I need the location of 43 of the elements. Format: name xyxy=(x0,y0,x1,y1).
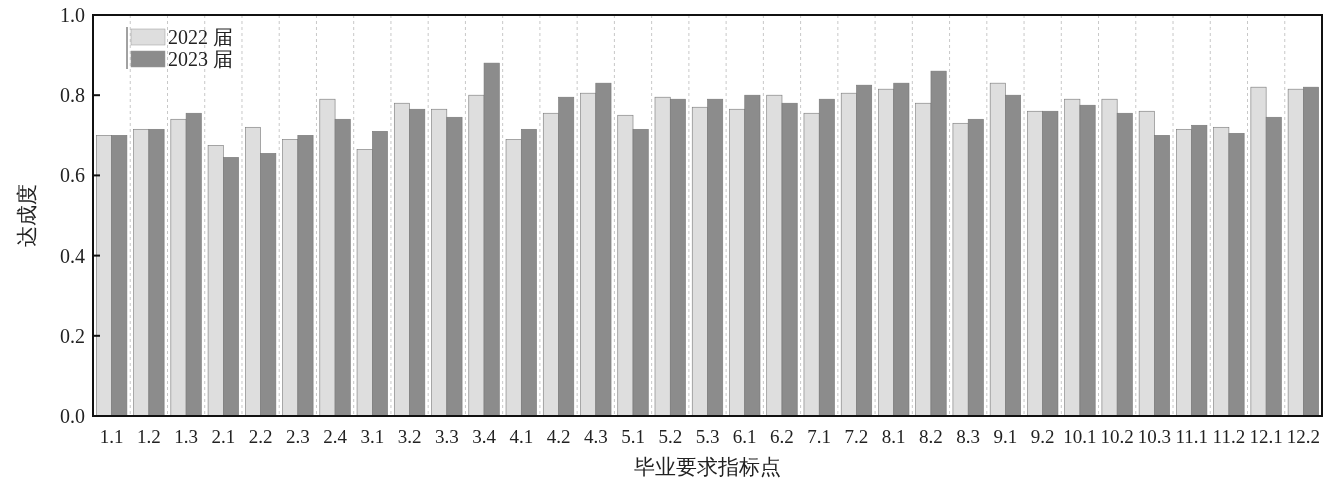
x-tick-label: 11.1 xyxy=(1175,426,1208,447)
x-tick-label: 7.1 xyxy=(807,426,832,447)
x-tick-label: 12.1 xyxy=(1249,426,1283,447)
legend-label: 2023 届 xyxy=(168,48,233,70)
x-tick-label: 10.1 xyxy=(1063,426,1097,447)
legend-label: 2022 届 xyxy=(168,26,233,48)
x-tick-label: 4.1 xyxy=(509,426,534,447)
x-tick-label: 2.2 xyxy=(248,426,273,447)
x-tick-label: 3.4 xyxy=(472,426,497,447)
x-tick-label: 9.2 xyxy=(1030,426,1055,447)
x-tick-label: 5.3 xyxy=(695,426,720,447)
x-tick-label: 11.2 xyxy=(1212,426,1246,447)
y-axis-title: 达成度 xyxy=(15,184,39,247)
x-tick-label: 6.2 xyxy=(770,426,794,447)
x-tick-label: 4.2 xyxy=(546,426,571,447)
x-axis-title: 毕业要求指标点 xyxy=(634,455,781,479)
x-tick-label: 5.2 xyxy=(658,426,683,447)
x-tick-label: 1.3 xyxy=(174,426,198,447)
x-tick-label: 9.1 xyxy=(993,426,1018,447)
x-tick-label: 3.3 xyxy=(434,426,459,447)
x-tick-label: 5.1 xyxy=(621,426,645,447)
x-tick-label: 3.2 xyxy=(397,426,422,447)
x-tick-label: 7.2 xyxy=(844,426,869,447)
x-tick-label: 6.1 xyxy=(732,426,757,447)
x-tick-label: 1.1 xyxy=(99,426,124,447)
x-tick-label: 10.2 xyxy=(1100,426,1134,447)
x-tick-label: 12.2 xyxy=(1286,426,1320,447)
y-tick-label: 0.4 xyxy=(60,244,85,267)
x-tick-label: 10.3 xyxy=(1137,426,1172,447)
x-tick-label: 8.3 xyxy=(956,426,981,447)
x-tick-label: 2.3 xyxy=(285,426,310,447)
x-tick-label: 2.1 xyxy=(211,426,236,447)
x-tick-label: 3.1 xyxy=(360,426,385,447)
x-tick-label: 8.2 xyxy=(919,426,943,447)
x-tick-label: 1.2 xyxy=(136,426,161,447)
x-tick-label: 4.3 xyxy=(583,426,608,447)
y-tick-label: 0.0 xyxy=(60,405,85,427)
x-tick-label: 8.1 xyxy=(881,426,906,447)
y-tick-label: 0.2 xyxy=(60,324,85,347)
y-tick-label: 0.6 xyxy=(60,164,85,187)
y-tick-label: 0.8 xyxy=(60,84,85,107)
x-tick-label: 2.4 xyxy=(323,426,348,447)
y-tick-label: 1.0 xyxy=(60,4,85,26)
